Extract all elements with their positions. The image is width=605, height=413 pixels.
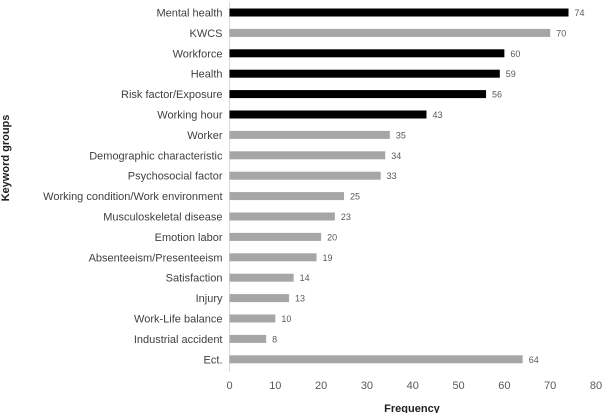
data-label: 70 [556, 28, 566, 38]
data-label: 64 [529, 355, 539, 365]
category-label: Mental health [156, 8, 222, 20]
x-tick-label: 20 [315, 380, 327, 392]
x-tick-label: 70 [544, 380, 556, 392]
category-label: Musculoskeletal disease [103, 212, 222, 224]
data-label: 33 [387, 171, 397, 181]
bar [229, 151, 386, 160]
category-label: Worker [187, 130, 223, 142]
category-label: Working condition/Work environment [43, 191, 222, 203]
bar [229, 273, 294, 282]
x-axis-title: Frequency [384, 403, 441, 413]
category-label: Workforce [173, 48, 223, 60]
category-label: Health [191, 69, 223, 81]
x-tick-label: 40 [407, 380, 419, 392]
x-tick-label: 30 [361, 380, 373, 392]
data-label: 20 [327, 232, 337, 242]
bar [229, 192, 345, 201]
bar [229, 334, 267, 343]
category-label: Ect. [204, 354, 223, 366]
data-label: 56 [492, 90, 502, 100]
bar [229, 171, 381, 180]
bar [229, 90, 487, 99]
y-axis-title: Keyword groups [0, 115, 12, 202]
bar [229, 28, 551, 37]
data-label: 74 [575, 8, 585, 18]
data-label: 43 [432, 110, 442, 120]
bar [229, 232, 322, 241]
x-tick-label: 60 [498, 380, 510, 392]
bar [229, 355, 523, 364]
data-label: 23 [341, 212, 351, 222]
data-label: 13 [295, 294, 305, 304]
data-label: 59 [506, 69, 516, 79]
bars-group: Mental health 74 KWCS 70 Workforce 60 Health 59… [43, 8, 584, 367]
data-label: 60 [510, 49, 520, 59]
category-label: KWCS [190, 28, 223, 40]
data-label: 14 [300, 273, 310, 283]
bar [229, 294, 290, 303]
bar [229, 49, 505, 58]
category-label: Injury [196, 293, 223, 305]
category-label: Work-Life balance [134, 314, 222, 326]
x-tick-label: 10 [269, 380, 281, 392]
category-label: Industrial accident [134, 334, 223, 346]
data-label: 8 [272, 334, 277, 344]
x-tick-label: 50 [452, 380, 464, 392]
x-tick-label: 80 [590, 380, 602, 392]
category-label: Risk factor/Exposure [121, 89, 222, 101]
category-label: Demographic characteristic [89, 150, 223, 162]
bar [229, 8, 569, 17]
category-label: Psychosocial factor [128, 171, 223, 183]
data-label: 10 [281, 314, 291, 324]
x-tick-label: 0 [226, 380, 232, 392]
data-label: 19 [323, 253, 333, 263]
category-label: Working hour [157, 110, 223, 122]
category-label: Satisfaction [166, 273, 223, 285]
bar [229, 253, 317, 262]
category-label: Absenteeism/Presenteeism [89, 252, 223, 264]
bar [229, 110, 427, 119]
bar [229, 130, 390, 139]
data-label: 25 [350, 192, 360, 202]
data-label: 34 [391, 151, 401, 161]
bar [229, 69, 500, 78]
bar [229, 212, 335, 221]
data-label: 35 [396, 130, 406, 140]
bar [229, 314, 276, 323]
x-ticks-group: 0 10 20 30 40 50 60 70 80 [226, 380, 602, 392]
category-label: Emotion labor [155, 232, 223, 244]
